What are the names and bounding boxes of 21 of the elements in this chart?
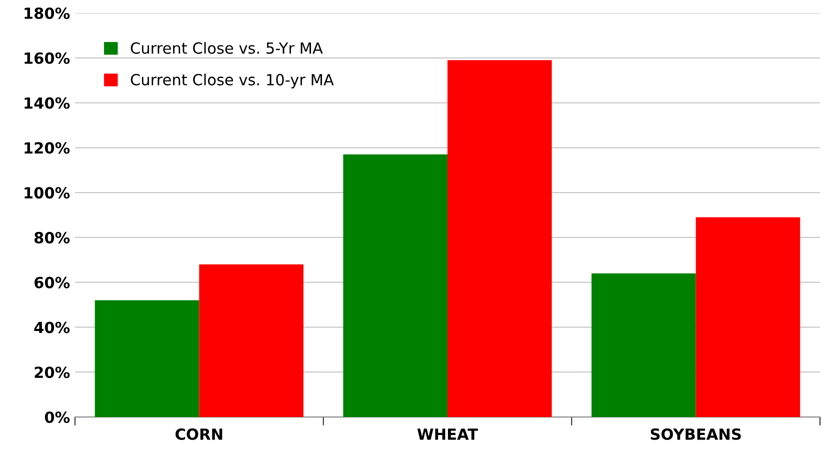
y-tick-label: 180% [24, 7, 70, 20]
bar [94, 300, 200, 417]
bar [343, 154, 448, 417]
x-tick-label: SOYBEANS [650, 428, 741, 440]
bar [448, 60, 552, 417]
bar [696, 217, 800, 417]
y-tick-label: 100% [24, 187, 70, 199]
y-tick-label: 80% [34, 232, 70, 244]
bar [199, 264, 304, 417]
y-tick-label: 60% [34, 276, 70, 288]
y-tick-label: 40% [34, 322, 70, 334]
legend-label: Current Close vs. 5-Yr MA [130, 42, 323, 54]
y-tick-label: 140% [24, 97, 70, 109]
legend-label: Current Close vs. 10-yr MA [130, 74, 334, 88]
y-tick-label: 120% [24, 142, 70, 154]
y-tick-label: 20% [34, 366, 70, 378]
y-tick-label: 160% [24, 52, 70, 64]
y-tick-label: 0% [44, 411, 70, 424]
x-tick-label: CORN [176, 428, 222, 440]
x-tick-label: WHEAT [417, 428, 478, 440]
bar [592, 273, 696, 417]
